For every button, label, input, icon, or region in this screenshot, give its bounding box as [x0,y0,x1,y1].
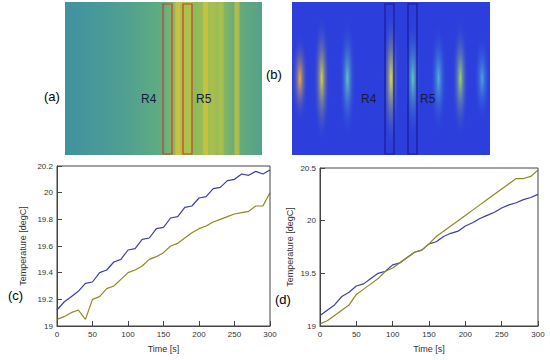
svg-text:20.2: 20.2 [37,162,53,171]
svg-text:Time [s]: Time [s] [413,344,445,354]
svg-text:Temperature [degC]: Temperature [degC] [18,206,28,286]
svg-text:R5: R5 [196,92,212,106]
svg-text:19.5: 19.5 [300,269,316,278]
svg-text:(a): (a) [44,89,60,104]
svg-text:50: 50 [88,330,97,339]
svg-text:20: 20 [307,216,316,225]
svg-text:R4: R4 [361,92,377,106]
svg-text:20.5: 20.5 [300,164,316,173]
svg-text:19.4: 19.4 [37,268,53,277]
svg-text:200: 200 [459,330,473,339]
svg-text:19: 19 [44,322,53,331]
svg-text:250: 250 [228,330,242,339]
svg-text:Time [s]: Time [s] [148,344,180,354]
svg-text:150: 150 [157,330,171,339]
svg-text:20: 20 [44,188,53,197]
svg-text:R4: R4 [141,92,157,106]
svg-text:19.8: 19.8 [37,215,53,224]
svg-text:Temperature [degC]: Temperature [degC] [285,207,295,287]
svg-text:19.6: 19.6 [37,242,53,251]
svg-text:(c): (c) [8,288,23,303]
svg-text:0: 0 [318,330,323,339]
svg-text:100: 100 [121,330,135,339]
svg-text:19.2: 19.2 [37,295,53,304]
svg-text:300: 300 [263,330,277,339]
svg-text:200: 200 [192,330,206,339]
svg-text:0: 0 [55,330,60,339]
svg-text:R5: R5 [420,92,436,106]
svg-text:(d): (d) [275,292,291,307]
svg-text:19: 19 [307,322,316,331]
svg-text:150: 150 [422,330,436,339]
svg-text:300: 300 [531,330,545,339]
svg-text:250: 250 [495,330,509,339]
svg-text:50: 50 [352,330,361,339]
svg-text:(b): (b) [266,67,282,82]
svg-text:100: 100 [386,330,400,339]
